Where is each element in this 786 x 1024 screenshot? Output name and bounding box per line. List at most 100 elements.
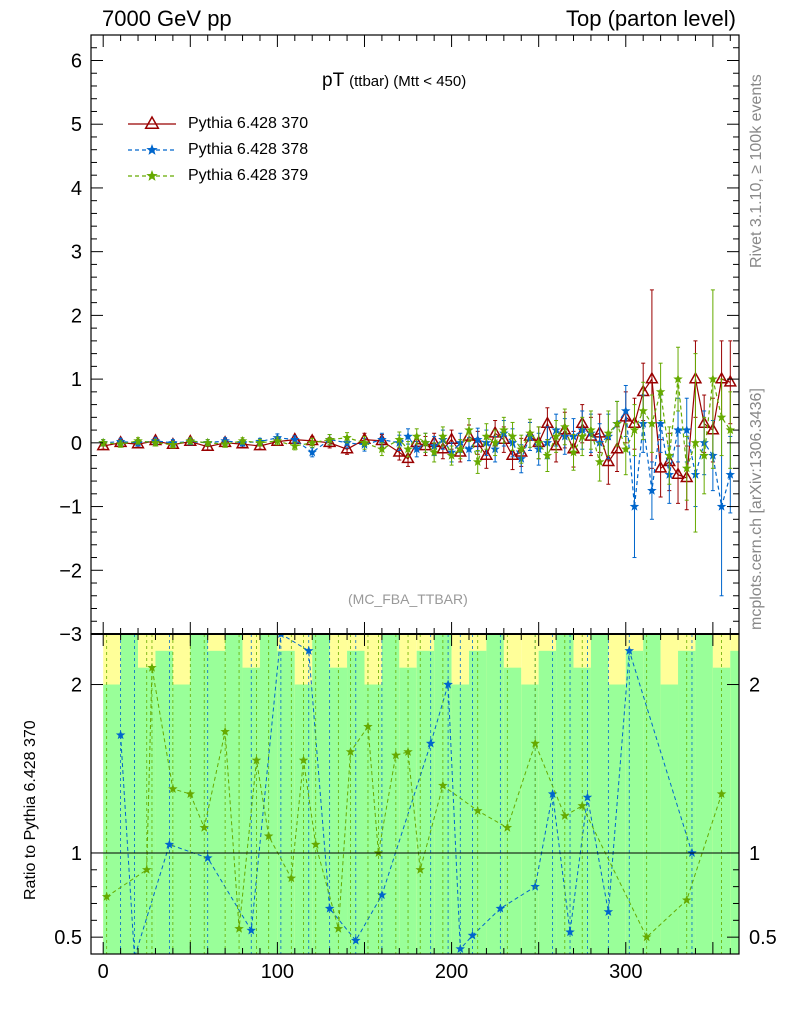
data-point-370 <box>96 438 110 451</box>
data-point-378 <box>621 406 631 415</box>
data-point-370 <box>436 441 450 454</box>
ratio-band-inner <box>556 634 574 954</box>
data-point-379 <box>525 428 535 438</box>
plot-title-main: pT <box>322 70 344 91</box>
data-point-379 <box>499 425 509 435</box>
data-point-379 <box>98 437 108 447</box>
ratio-point <box>582 792 593 802</box>
ratio-point <box>203 853 213 862</box>
data-point-379 <box>516 444 526 454</box>
ratio-point <box>624 645 634 655</box>
ratio-point <box>101 891 112 901</box>
data-point-379 <box>612 418 622 428</box>
data-point-379 <box>560 421 570 431</box>
data-point-379 <box>629 425 640 435</box>
y-tick-label: −1 <box>59 497 82 519</box>
data-point-378 <box>682 425 692 435</box>
x-tick-label: 100 <box>261 961 294 983</box>
ratio-band-inner <box>486 634 504 954</box>
rivet-version-label: Rivet 3.1.10, ≥ 100k events <box>748 74 765 268</box>
data-point-379 <box>403 444 413 454</box>
ratio-point <box>333 923 344 933</box>
data-point-379 <box>647 418 657 428</box>
ratio-point <box>351 935 361 945</box>
ratio-y-tick-label-left: 2 <box>71 675 82 697</box>
data-point-378 <box>716 501 727 511</box>
data-point-379 <box>664 450 675 460</box>
ratio-band-inner <box>294 684 313 954</box>
data-point-379 <box>481 431 492 441</box>
ratio-point <box>298 755 309 765</box>
ratio-point <box>377 890 387 900</box>
data-point-379 <box>420 437 431 447</box>
data-point-370 <box>505 448 520 460</box>
ratio-point <box>234 923 244 933</box>
data-point-370 <box>723 374 737 387</box>
ratio-y-tick-label-left: 1 <box>71 843 82 865</box>
ratio-point <box>251 755 262 765</box>
data-point-378 <box>629 501 640 511</box>
data-point-379 <box>577 431 587 441</box>
analysis-tag: (MC_FBA_TTBAR) <box>348 591 468 607</box>
data-point-370 <box>401 451 415 464</box>
ratio-band-inner <box>451 684 469 954</box>
data-point-379 <box>185 435 195 445</box>
ratio-band-inner <box>434 634 452 954</box>
data-point-379 <box>542 450 553 460</box>
ratio-band-inner <box>590 634 609 954</box>
ratio-band-inner <box>625 650 644 954</box>
ratio-band-inner <box>277 650 295 954</box>
data-point-379 <box>446 450 457 460</box>
ratio-point <box>682 895 692 905</box>
ratio-point <box>425 738 436 748</box>
ratio-band-inner <box>538 650 557 954</box>
data-point-379 <box>690 437 701 447</box>
data-point-378 <box>307 447 317 457</box>
data-point-379 <box>716 412 727 422</box>
plot-title: pT (ttbar) (Mtt < 450) <box>322 70 466 92</box>
ratio-point <box>164 839 175 849</box>
data-point-370 <box>392 444 406 457</box>
ratio-point <box>220 726 230 736</box>
ratio-y-axis-label: Ratio to Pythia 6.428 370 <box>22 720 39 900</box>
data-point-379 <box>586 425 596 435</box>
x-tick-label: 300 <box>609 961 642 983</box>
ratio-point <box>185 789 195 798</box>
data-point-378 <box>412 444 422 454</box>
ratio-point <box>246 925 256 935</box>
legend-label-370: Pythia 6.428 370 <box>188 115 309 132</box>
legend-marker-star <box>146 144 158 155</box>
ratio-point <box>473 805 483 815</box>
data-point-379 <box>603 428 614 438</box>
data-point-379 <box>455 444 465 454</box>
data-point-379 <box>394 434 405 444</box>
ratio-y-tick-label-right: 0.5 <box>749 927 777 949</box>
data-point-379 <box>708 374 718 384</box>
data-point-379 <box>699 450 709 460</box>
data-point-370 <box>653 460 668 473</box>
ratio-band-inner <box>695 634 713 954</box>
y-tick-label: 5 <box>71 114 82 136</box>
ratio-band-inner <box>521 684 539 954</box>
data-point-370 <box>479 448 494 460</box>
ratio-point <box>502 822 513 832</box>
data-point-379 <box>255 437 265 447</box>
y-tick-label: 1 <box>71 369 82 391</box>
data-point-379 <box>412 431 422 441</box>
ratio-point <box>115 730 126 740</box>
ratio-point <box>345 746 356 756</box>
data-point-379 <box>342 432 352 442</box>
ratio-point <box>467 930 478 940</box>
ratio-point <box>530 738 540 748</box>
data-point-379 <box>655 386 666 396</box>
ratio-point <box>324 903 335 913</box>
x-tick-label: 0 <box>98 961 109 983</box>
data-point-379 <box>533 437 544 447</box>
y-tick-label: 6 <box>71 50 82 72</box>
ratio-band-inner <box>103 684 121 954</box>
ratio-point <box>438 780 448 790</box>
data-point-379 <box>429 447 439 457</box>
y-tick-label: 3 <box>71 242 82 264</box>
data-point-379 <box>725 425 735 435</box>
data-point-379 <box>133 435 143 445</box>
